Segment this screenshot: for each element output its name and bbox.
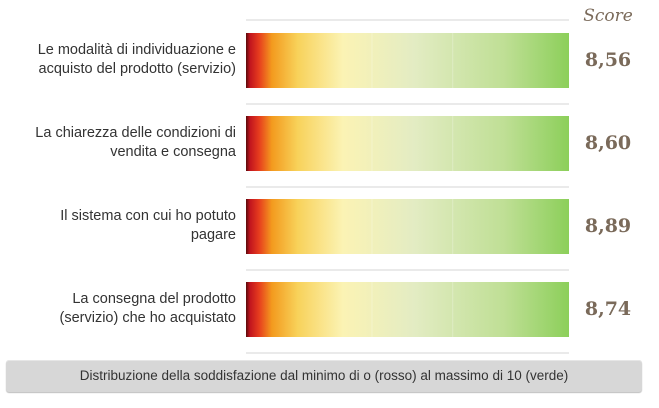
score-header: Score (583, 6, 633, 26)
row-label: La consegna del prodotto (servizio) che h… (0, 290, 237, 328)
score-value: 8,89 (584, 215, 632, 237)
row-label-line: La consegna del prodotto (72, 291, 236, 307)
row-label-line: La chiarezza delle condizioni di (35, 125, 236, 141)
distribution-bar (246, 116, 569, 171)
row-label-line: vendita e consegna (110, 144, 236, 160)
grid-lines (246, 19, 569, 354)
row-label-line: pagare (190, 227, 236, 243)
row-label-line: acquisto del prodotto (servizio) (38, 61, 236, 77)
caption-text: Distribuzione della soddisfazione dal mi… (79, 368, 569, 383)
score-value: 8,74 (584, 298, 632, 320)
score-value: 8,60 (584, 132, 632, 154)
row-label: Le modalità di individuazione e acquisto … (0, 41, 236, 79)
row-label-line: Le modalità di individuazione e (37, 42, 236, 58)
row-label: Il sistema con cui ho potuto pagare (0, 207, 236, 245)
bars (246, 33, 569, 337)
distribution-bar (246, 199, 569, 254)
row-label-line: (servizio) che ho acquistato (59, 310, 237, 326)
distribution-bar (246, 282, 569, 337)
score-value: 8,56 (584, 49, 632, 71)
distribution-bar (246, 33, 569, 88)
row-label: La chiarezza delle condizioni di vendita … (0, 124, 236, 162)
row-label-line: Il sistema con cui ho potuto (60, 208, 236, 224)
caption-box: Distribuzione della soddisfazione dal mi… (6, 360, 642, 392)
